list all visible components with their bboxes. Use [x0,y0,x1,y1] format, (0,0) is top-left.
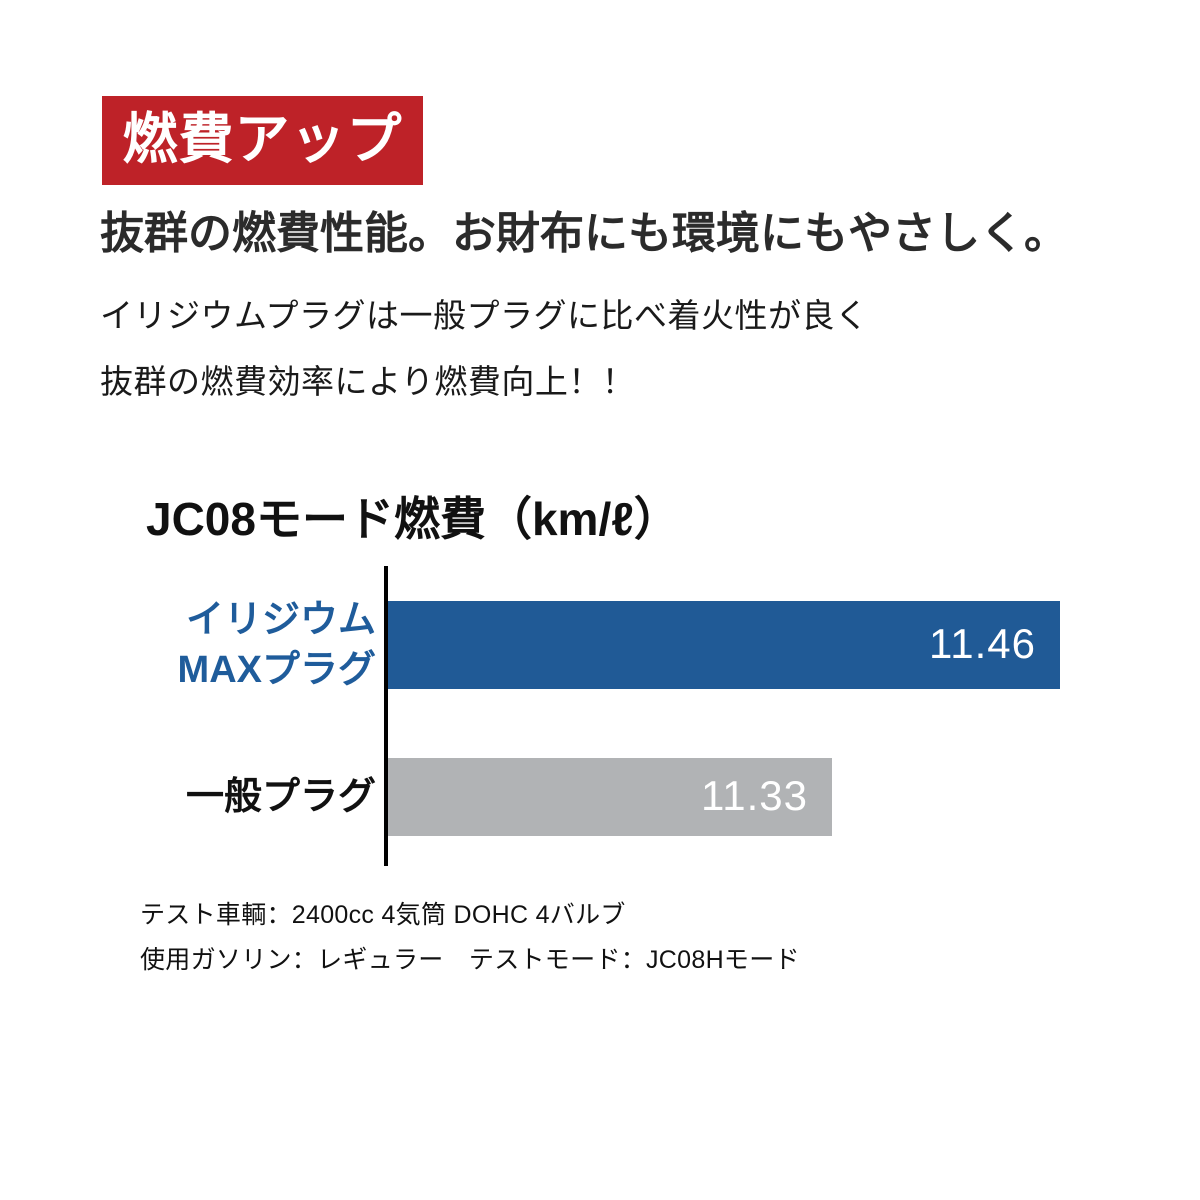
chart-bar-normal: 11.33 [388,758,832,836]
footnote-line-1: テスト車輌：2400cc 4気筒 DOHC 4バルブ [140,901,626,929]
chart-category-label-normal-line-1: 一般プラグ [185,776,376,818]
chart-bar-iridium: 11.46 [388,601,1060,689]
fuel-economy-badge: 燃費アップ [102,96,423,185]
chart-axis-line [384,566,388,866]
badge-label: 燃費アップ [122,108,403,170]
headline: 抜群の燃費性能。お財布にも環境にもやさしく。 [100,209,1068,258]
chart-title: JC08モード燃費（km/ℓ） [146,493,680,545]
body-line-2: 抜群の燃費効率により燃費向上！！ [100,363,636,400]
chart-category-label-iridium: イリジウム MAXプラグ [128,595,376,695]
chart-value-label-iridium: 11.46 [929,620,1036,667]
chart-footnotes: テスト車輌：2400cc 4気筒 DOHC 4バルブ 使用ガソリン：レギュラー … [140,893,800,983]
body-line-1: イリジウムプラグは一般プラグに比べ着火性が良く [100,297,869,334]
body-copy: イリジウムプラグは一般プラグに比べ着火性が良く 抜群の燃費効率により燃費向上！！ [100,283,869,415]
chart-category-label-iridium-line-2: MAXプラグ [177,649,376,691]
chart-value-label-normal: 11.33 [701,772,808,819]
footnote-line-2: 使用ガソリン：レギュラー テストモード：JC08Hモード [140,946,800,974]
chart-category-label-iridium-line-1: イリジウム [185,599,376,641]
chart-category-label-normal: 一般プラグ [128,772,376,822]
